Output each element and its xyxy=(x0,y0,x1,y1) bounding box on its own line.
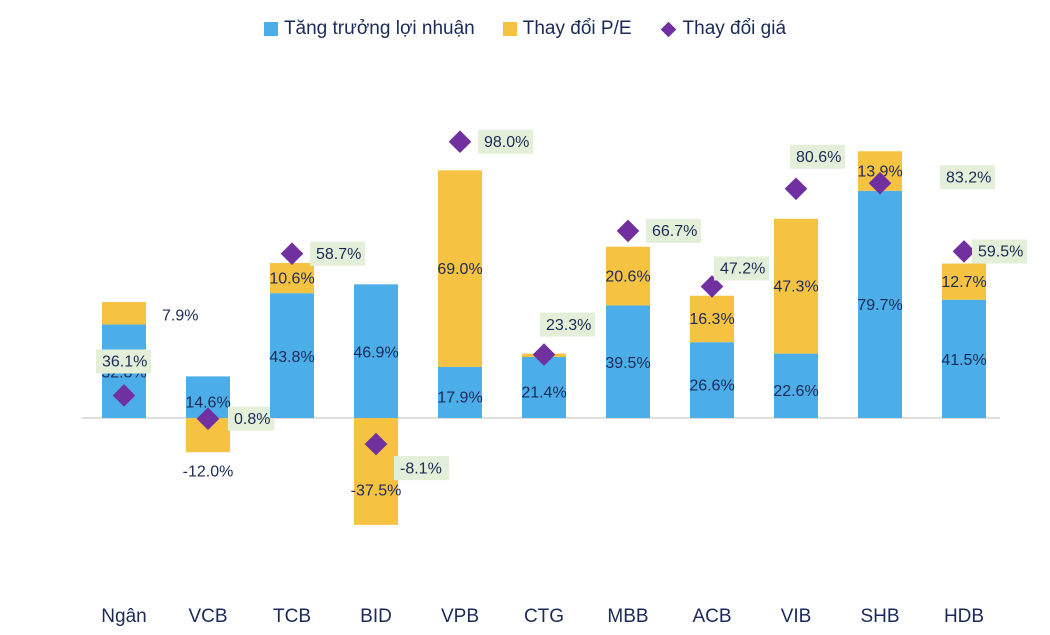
legend-marker-price xyxy=(660,21,676,37)
bar-profit-VIB xyxy=(774,353,818,418)
label-profit-VIB: 22.6% xyxy=(773,383,818,400)
legend-label-price: Thay đổi giá xyxy=(682,18,787,39)
label-price-SHB: 83.2% xyxy=(946,169,991,186)
legend-swatch-profit xyxy=(263,22,278,36)
label-profit-BID: 46.9% xyxy=(353,344,398,361)
label-price-VPB: 98.0% xyxy=(484,134,529,151)
label-pe-BID: -37.5% xyxy=(351,483,402,500)
bar-pe-VIB xyxy=(774,218,818,354)
marker-price-BID xyxy=(364,432,388,456)
label-profit-SHB: 79.7% xyxy=(857,297,902,314)
label-price-ACB-bg xyxy=(714,256,769,281)
marker-price-HDB xyxy=(952,240,976,263)
legend: Tăng trưởng lợi nhuận Thay đổi P/E Thay … xyxy=(0,18,1050,40)
label-pe-VPB: 69.0% xyxy=(437,261,482,278)
legend-label-profit: Tăng trưởng lợi nhuận xyxy=(283,18,475,39)
label-price-Ngân-bg xyxy=(96,349,151,374)
label-profit-MBB: 39.5% xyxy=(605,355,650,372)
label-profit-CTG: 21.4% xyxy=(521,385,566,402)
x-tick-label-TCB: TCB xyxy=(273,606,311,627)
legend-swatch-pe xyxy=(502,22,517,36)
bar-profit-VPB xyxy=(438,366,482,418)
bar-profit-TCB xyxy=(270,293,314,418)
label-price-VCB: 0.8% xyxy=(234,411,270,428)
label-pe-VCB: -12.0% xyxy=(183,463,234,480)
x-tick-label-VPB: VPB xyxy=(441,606,479,627)
bar-pe-MBB xyxy=(606,246,650,306)
bar-pe-VPB xyxy=(438,170,482,367)
bar-profit-ACB xyxy=(690,342,734,418)
x-tick-label-CTG: CTG xyxy=(524,606,564,627)
bar-profit-BID xyxy=(354,284,398,418)
x-tick-label-ACB: ACB xyxy=(692,606,731,627)
label-price-ACB: 47.2% xyxy=(720,261,765,278)
bar-pe-TCB xyxy=(270,262,314,294)
x-tick-label-VIB: VIB xyxy=(781,606,812,627)
x-tick-label-HDB: HDB xyxy=(944,606,984,627)
bar-profit-CTG xyxy=(522,357,566,418)
label-profit-ACB: 26.6% xyxy=(689,377,734,394)
bar-profit-SHB xyxy=(858,190,902,418)
label-price-CTG: 23.3% xyxy=(546,317,591,334)
label-pe-SHB: 13.9% xyxy=(857,163,902,180)
label-price-Ngân: 36.1% xyxy=(102,354,147,371)
label-profit-VPB: 17.9% xyxy=(437,390,482,407)
label-price-HDB-bg xyxy=(972,239,1027,264)
marker-price-VIB xyxy=(784,177,808,201)
label-pe-TCB: 10.6% xyxy=(269,270,314,287)
label-pe-Ngân: 7.9% xyxy=(162,307,198,324)
legend-item-profit: Tăng trưởng lợi nhuận xyxy=(263,18,475,40)
x-tick-label-Ngân: Ngân xyxy=(101,606,146,627)
marker-price-CTG xyxy=(532,343,556,366)
marker-price-VPB xyxy=(448,130,472,154)
marker-price-TCB xyxy=(280,242,304,266)
x-tick-label-SHB: SHB xyxy=(860,606,899,627)
label-pe-HDB: 12.7% xyxy=(941,274,986,291)
label-pe-MBB: 20.6% xyxy=(605,268,650,285)
label-pe-VIB: 47.3% xyxy=(773,278,818,295)
label-price-BID: -8.1% xyxy=(400,460,442,477)
label-price-VPB-bg xyxy=(478,129,533,154)
marker-price-MBB xyxy=(616,219,640,243)
x-tick-label-MBB: MBB xyxy=(607,606,648,627)
label-price-VIB-bg xyxy=(790,144,845,169)
legend-label-pe: Thay đổi P/E xyxy=(522,18,632,39)
bar-pe-Ngân xyxy=(102,302,146,325)
bar-profit-MBB xyxy=(606,305,650,418)
label-pe-ACB: 16.3% xyxy=(689,311,734,328)
legend-item-pe: Thay đổi P/E xyxy=(502,18,632,40)
label-price-MBB: 66.7% xyxy=(652,223,697,240)
x-tick-label-BID: BID xyxy=(360,606,392,627)
legend-item-price: Thay đổi giá xyxy=(660,18,787,40)
marker-price-ACB xyxy=(700,275,724,298)
label-profit-TCB: 43.8% xyxy=(269,349,314,366)
bar-profit-HDB xyxy=(942,299,986,418)
label-price-CTG-bg xyxy=(540,312,595,337)
label-price-VCB-bg xyxy=(228,406,275,431)
bar-pe-ACB xyxy=(690,295,734,343)
x-tick-label-VCB: VCB xyxy=(188,606,227,627)
bar-pe-HDB xyxy=(942,263,986,300)
label-price-SHB-bg xyxy=(940,165,995,190)
label-price-MBB-bg xyxy=(646,218,701,243)
label-price-TCB: 58.7% xyxy=(316,246,361,263)
label-price-TCB-bg xyxy=(310,241,365,266)
label-profit-HDB: 41.5% xyxy=(941,352,986,369)
label-profit-VCB: 14.6% xyxy=(185,394,230,411)
label-price-BID-bg xyxy=(394,456,449,481)
label-price-VIB: 80.6% xyxy=(796,149,841,166)
label-price-HDB: 59.5% xyxy=(978,244,1023,261)
